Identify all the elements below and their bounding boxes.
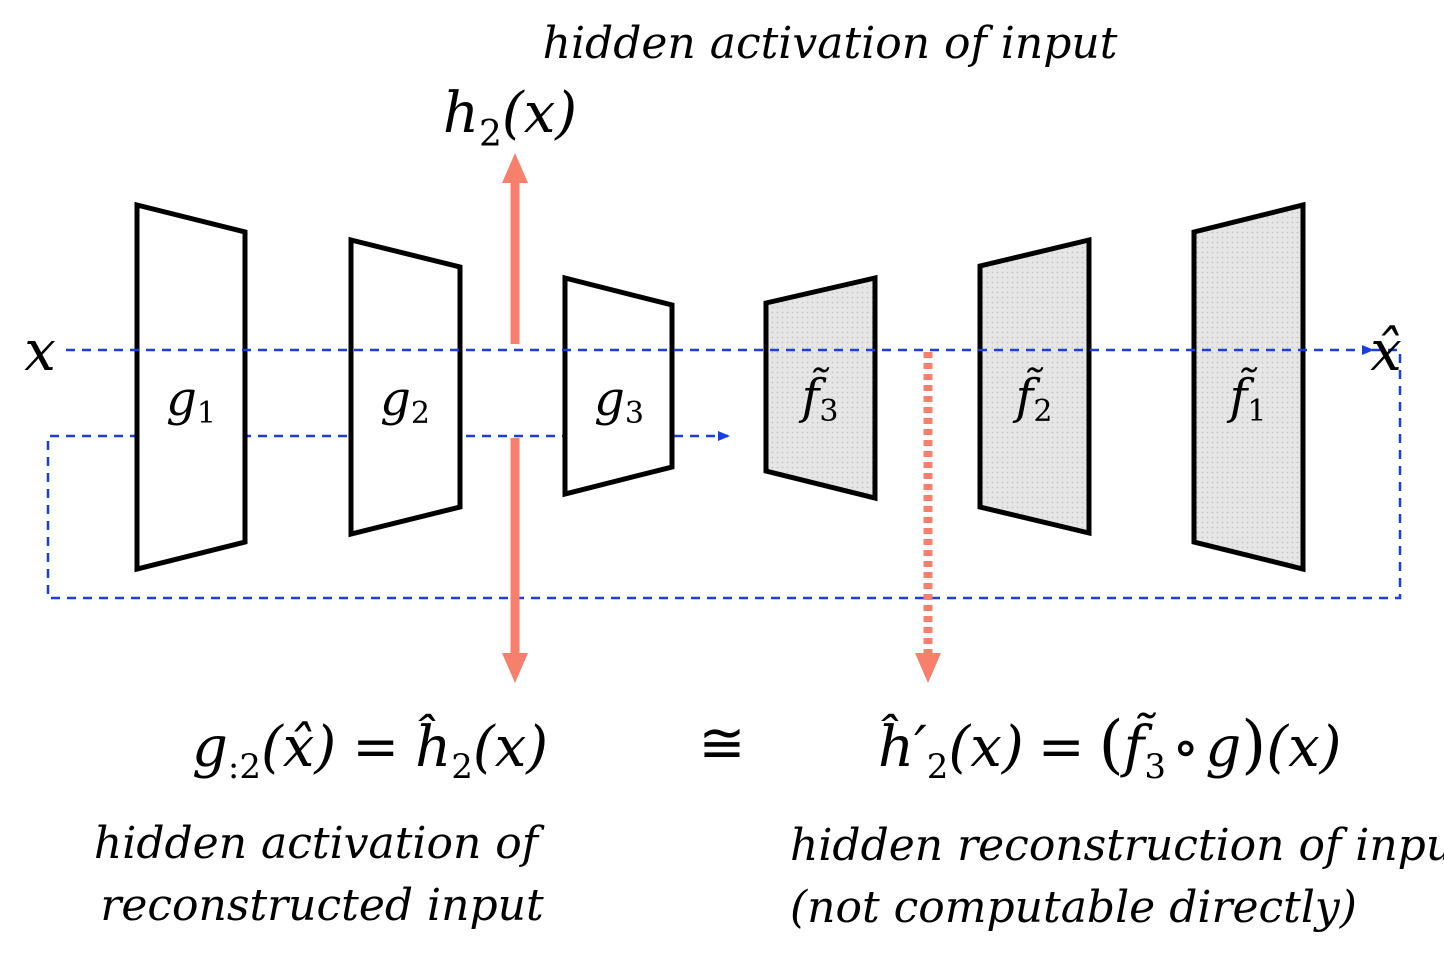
bottom-right-caption-line2: (not computable directly) — [790, 882, 1357, 933]
top-caption: hidden activation of input — [543, 18, 1118, 69]
bottom-right-caption-line1: hidden reconstruction of input — [790, 820, 1444, 871]
encoder-label-g2: g2 — [380, 371, 430, 431]
encoder-block-g3 — [562, 274, 675, 498]
bottom-left-caption-line1: hidden activation of — [94, 818, 545, 869]
encoder-block-g2 — [348, 236, 463, 538]
input-label: x — [24, 319, 56, 384]
bottom-left-caption-line2: reconstructed input — [100, 880, 544, 931]
encoder-label-g3: g3 — [594, 371, 644, 431]
encoder-block-g1 — [134, 201, 248, 573]
h2-label: h2(x) — [443, 81, 577, 155]
decoder-block-f1 — [1191, 201, 1306, 573]
left-equation: g:2(x̂) = ĥ2(x) — [192, 714, 548, 787]
decoder-block-f2 — [977, 236, 1092, 537]
approx-symbol: ≅ — [699, 711, 746, 776]
encoder-label-g1: g1 — [166, 371, 216, 431]
right-equation: ĥ′2(x) = (f̃3 ∘ g)(x) — [878, 708, 1342, 787]
reconstruction-loop-arrow — [46, 348, 1402, 600]
output-label: x̂ — [1370, 319, 1402, 384]
decoder-block-f3 — [763, 274, 878, 502]
